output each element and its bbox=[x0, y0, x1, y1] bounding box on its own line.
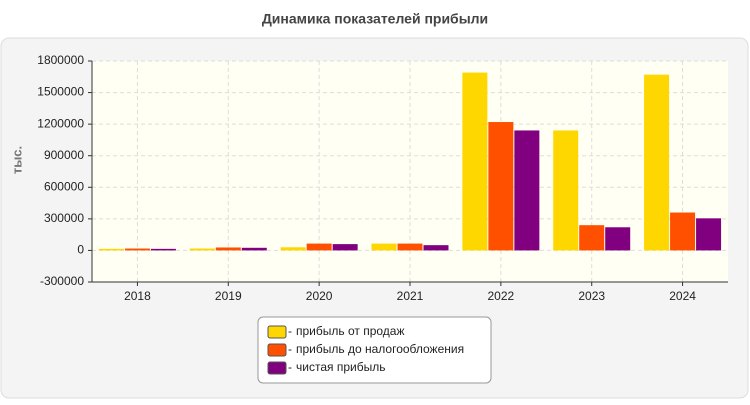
bar bbox=[241, 247, 267, 251]
bar bbox=[280, 247, 306, 251]
bar bbox=[189, 248, 215, 251]
x-tick-label: 2024 bbox=[669, 289, 696, 303]
bar bbox=[423, 245, 449, 251]
bar bbox=[462, 72, 488, 251]
legend bbox=[257, 316, 492, 384]
bar bbox=[579, 225, 605, 251]
bar bbox=[644, 74, 670, 251]
legend-dash: - bbox=[288, 342, 292, 356]
bar bbox=[696, 218, 722, 251]
bar bbox=[306, 243, 332, 251]
y-tick-label: 1500000 bbox=[37, 85, 84, 99]
bar bbox=[332, 244, 358, 251]
legend-label: прибыль от продаж bbox=[296, 324, 405, 338]
y-tick-label: 0 bbox=[77, 243, 84, 257]
legend-dash: - bbox=[288, 360, 292, 374]
legend-swatch bbox=[267, 361, 287, 375]
bar bbox=[98, 248, 124, 251]
x-tick-label: 2022 bbox=[488, 289, 515, 303]
y-tick-label: 1800000 bbox=[37, 53, 84, 67]
y-axis-label: тыс. bbox=[9, 146, 24, 174]
y-tick-label: 600000 bbox=[44, 179, 84, 193]
x-tick-label: 2019 bbox=[215, 289, 242, 303]
bar bbox=[553, 130, 579, 251]
y-tick-label: 900000 bbox=[44, 148, 84, 162]
legend-label: чистая прибыль bbox=[296, 360, 385, 374]
bar bbox=[670, 212, 696, 251]
y-tick-label: -300000 bbox=[40, 274, 84, 288]
x-tick-label: 2023 bbox=[578, 289, 605, 303]
bar bbox=[605, 227, 631, 251]
bar bbox=[150, 248, 176, 251]
x-tick-label: 2020 bbox=[306, 289, 333, 303]
legend-dash: - bbox=[288, 324, 292, 338]
chart-title: Динамика показателей прибыли bbox=[262, 11, 488, 27]
bar bbox=[514, 130, 540, 251]
legend-swatch bbox=[267, 325, 287, 339]
bar bbox=[124, 248, 150, 251]
x-tick-label: 2021 bbox=[397, 289, 424, 303]
bar bbox=[488, 122, 514, 251]
bar bbox=[397, 243, 423, 251]
y-tick-label: 1200000 bbox=[37, 116, 84, 130]
bar bbox=[371, 243, 397, 251]
x-tick-label: 2018 bbox=[124, 289, 151, 303]
legend-swatch bbox=[267, 343, 287, 357]
y-tick-label: 300000 bbox=[44, 211, 84, 225]
bar bbox=[215, 247, 241, 251]
legend-label: прибыль до налогообложения bbox=[296, 342, 464, 356]
